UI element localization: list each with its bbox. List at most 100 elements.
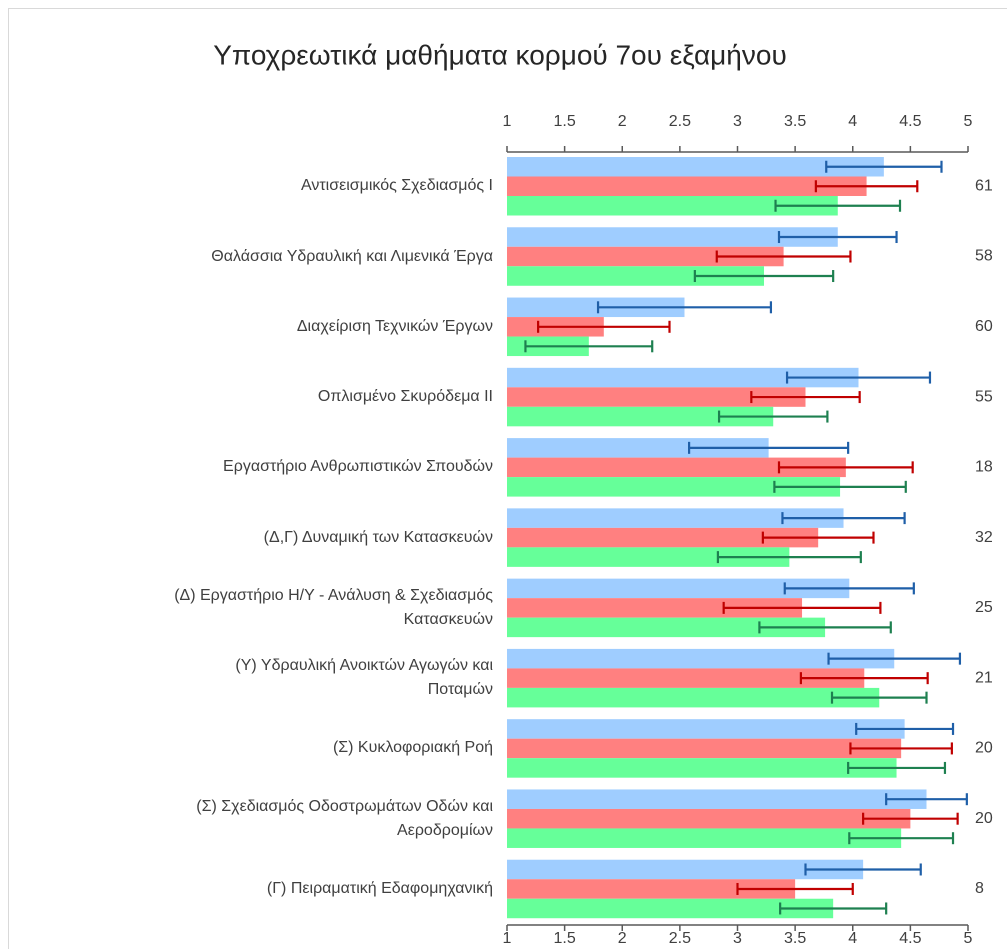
category-label: (Υ) Υδραυλική Ανοικτών Αγωγών και Ποταμώ…	[235, 657, 493, 699]
bar	[507, 527, 819, 548]
bar	[507, 367, 859, 388]
bar	[507, 406, 774, 427]
bar	[507, 859, 864, 880]
x-tick-label: 5	[964, 930, 973, 947]
right-label: 20	[975, 740, 993, 757]
x-tick-label: 5	[964, 113, 973, 130]
bar	[507, 157, 884, 177]
chart-border	[8, 8, 1007, 949]
error-bar	[750, 391, 861, 404]
bar	[507, 808, 911, 829]
error-bar	[781, 512, 906, 525]
bar	[507, 266, 765, 286]
error-bar	[596, 301, 773, 314]
x-tick-label: 1.5	[554, 113, 576, 130]
right-label: 18	[975, 459, 993, 476]
error-bar	[848, 832, 955, 845]
x-tick-label: 2.5	[669, 113, 691, 130]
error-bar	[885, 793, 968, 806]
bar	[507, 687, 880, 708]
error-bar	[715, 250, 852, 263]
bar	[507, 789, 927, 809]
error-bar	[777, 231, 898, 244]
bar	[507, 898, 834, 919]
error-bar	[849, 742, 953, 755]
category-label: Θαλάσσια Υδραυλική και Λιμενικά Έργα	[211, 247, 493, 265]
category-label: (Σ) Σχεδιασμός Οδοστρωμάτων Οδών και Αερ…	[196, 797, 493, 839]
category-label: (Δ) Εργαστήριο Η/Υ - Ανάλυση & Σχεδιασμό…	[174, 586, 493, 628]
error-bar	[783, 582, 915, 595]
x-tick-label: 3.5	[784, 113, 806, 130]
right-label: 20	[975, 810, 993, 827]
x-tick-label: 2.5	[669, 930, 691, 947]
error-bar	[814, 180, 919, 193]
bar	[507, 196, 838, 216]
error-bar	[524, 340, 654, 353]
error-bar	[774, 199, 902, 212]
x-tick-label: 1	[503, 930, 512, 947]
error-bar	[777, 461, 914, 474]
error-bar	[827, 652, 962, 665]
bar	[507, 227, 838, 247]
error-bar	[847, 761, 947, 774]
category-label: Οπλισμένο Σκυρόδεμα ΙΙ	[317, 388, 493, 406]
bar	[507, 598, 803, 618]
category-label: (Δ,Γ) Δυναμική των Κατασκευών	[263, 528, 493, 546]
right-label: 58	[975, 248, 993, 265]
right-label: 60	[975, 318, 993, 335]
x-tick-label: 3.5	[784, 930, 806, 947]
bar	[507, 438, 769, 458]
category-label: Αντισεισμικός Σχεδιασμός Ι	[300, 177, 493, 195]
x-tick-label: 3	[733, 113, 742, 130]
error-bar	[537, 320, 671, 333]
bar	[507, 617, 826, 638]
bar	[507, 879, 796, 899]
error-bar	[758, 621, 892, 634]
x-tick-label: 4	[848, 113, 857, 130]
bar	[507, 738, 902, 759]
category-label: Εργαστήριο Ανθρωπιστικών Σπουδών	[223, 458, 493, 476]
bar	[507, 578, 850, 599]
category-label: (Σ) Κυκλοφοριακή Ροή	[332, 739, 493, 757]
error-bar	[773, 480, 907, 493]
error-bar	[722, 601, 882, 614]
right-label: 61	[975, 177, 993, 194]
x-tick-label: 4.5	[899, 113, 921, 130]
right-label: 8	[975, 880, 984, 897]
error-bar	[855, 722, 955, 735]
error-bar	[862, 812, 959, 825]
bar	[507, 508, 844, 528]
bar	[507, 176, 867, 196]
x-tick-label: 4.5	[899, 930, 921, 947]
error-bar	[717, 410, 829, 423]
x-tick-label: 1	[503, 113, 512, 130]
bar	[507, 828, 902, 848]
error-bar	[687, 441, 850, 454]
bar	[507, 668, 865, 688]
error-bar	[779, 902, 888, 915]
x-tick-label: 1.5	[554, 930, 576, 947]
x-tick-label: 3	[733, 930, 742, 947]
error-bar	[761, 531, 875, 544]
category-label: (Γ) Πειραματική Εδαφομηχανική	[266, 879, 493, 897]
right-label: 25	[975, 599, 993, 616]
right-label: 21	[975, 669, 993, 686]
error-bar	[830, 691, 928, 704]
bar	[507, 477, 841, 497]
bar	[507, 719, 905, 739]
bar	[507, 246, 784, 267]
bar	[507, 387, 806, 407]
right-label: 55	[975, 388, 993, 405]
error-bar	[785, 371, 932, 384]
x-tick-label: 2	[618, 930, 627, 947]
x-tick-label: 4	[848, 930, 857, 947]
chart-title: Υποχρεωτικά μαθήματα κορμού 7ου εξαμήνου	[213, 39, 787, 70]
error-bar	[804, 863, 922, 876]
error-bar	[736, 882, 854, 895]
error-bar	[716, 551, 862, 564]
bar	[507, 648, 895, 669]
error-bar	[825, 160, 943, 173]
bar	[507, 758, 897, 778]
